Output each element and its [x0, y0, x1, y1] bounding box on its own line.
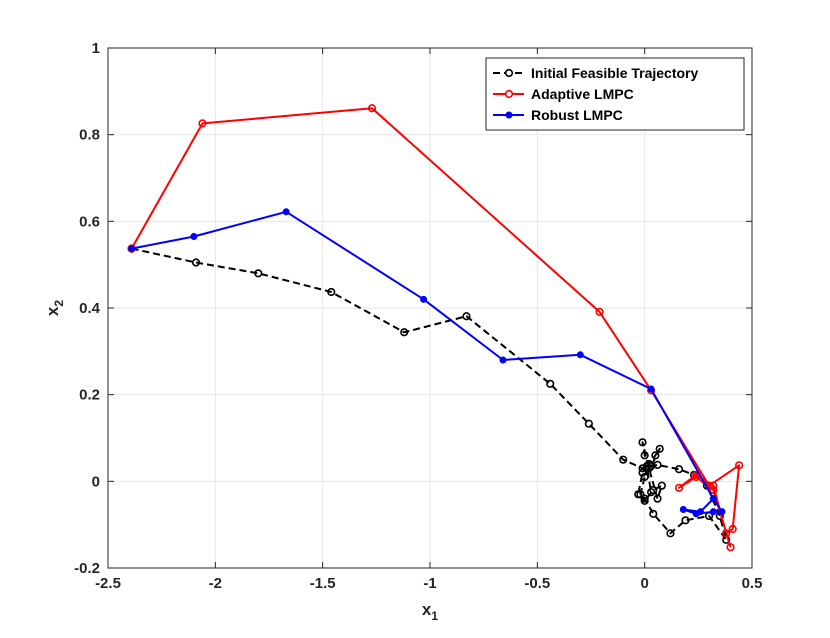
data-point-adaptive-lmpc: [198, 119, 207, 128]
data-point-robust-lmpc: [647, 385, 655, 393]
data-point-initial-feasible-trajectory: [254, 269, 263, 278]
data-point-robust-lmpc: [709, 495, 717, 503]
data-point-initial-feasible-trajectory: [640, 496, 649, 505]
data-point-initial-feasible-trajectory: [462, 312, 471, 321]
data-point-initial-feasible-trajectory: [651, 451, 660, 460]
legend-item-initial: Initial Feasible Trajectory: [493, 65, 699, 81]
x-tick-label: 0: [640, 575, 648, 592]
y-tick-label: -0.2: [74, 560, 100, 577]
x-tick-label: -2.5: [95, 575, 121, 592]
data-point-initial-feasible-trajectory: [584, 419, 593, 428]
data-point-initial-feasible-trajectory: [647, 488, 656, 497]
data-point-initial-feasible-trajectory: [653, 494, 662, 503]
data-point-initial-feasible-trajectory: [644, 464, 654, 473]
data-point-initial-feasible-trajectory: [674, 465, 684, 474]
y-tick-label: 0: [92, 473, 100, 490]
data-point-initial-feasible-trajectory: [655, 444, 664, 453]
data-point-adaptive-lmpc: [709, 481, 718, 490]
x-tick-label: -0.5: [524, 575, 550, 592]
data-point-robust-lmpc: [709, 508, 717, 516]
data-point-initial-feasible-trajectory: [400, 328, 409, 337]
data-point-initial-feasible-trajectory: [649, 485, 658, 495]
data-point-adaptive-lmpc: [709, 485, 718, 495]
data-point-initial-feasible-trajectory: [666, 529, 675, 538]
data-point-robust-lmpc: [576, 351, 584, 359]
data-point-robust-lmpc: [420, 295, 428, 303]
data-point-robust-lmpc: [696, 508, 704, 516]
legend: Initial Feasible Trajectory Adaptive LMP…: [485, 57, 745, 131]
data-point-robust-lmpc: [499, 356, 507, 364]
data-point-initial-feasible-trajectory: [657, 481, 666, 490]
data-point-initial-feasible-trajectory: [634, 490, 643, 499]
data-point-adaptive-lmpc: [595, 307, 604, 317]
legend-item-adaptive: Adaptive LMPC: [493, 86, 634, 102]
y-axis-label: x2: [43, 300, 66, 316]
series-layer: [127, 104, 744, 552]
data-point-adaptive-lmpc: [726, 543, 735, 552]
x-tick-label: -1.5: [310, 575, 336, 592]
data-point-initial-feasible-trajectory: [191, 258, 201, 267]
y-tick-label: 0.2: [79, 387, 100, 404]
y-tick-label: 0.6: [79, 213, 100, 230]
legend-label-robust: Robust LMPC: [531, 107, 623, 123]
data-point-initial-feasible-trajectory: [546, 379, 555, 388]
data-point-adaptive-lmpc: [367, 104, 377, 113]
data-point-adaptive-lmpc: [692, 472, 701, 482]
data-point-robust-lmpc: [190, 233, 198, 240]
x-tick-label: 0.5: [742, 575, 763, 592]
data-point-adaptive-lmpc: [722, 529, 731, 538]
data-point-adaptive-lmpc: [735, 461, 744, 470]
data-point-initial-feasible-trajectory: [327, 287, 336, 297]
y-tick-label: 0.4: [79, 300, 101, 317]
legend-marker-adaptive: [504, 89, 514, 99]
legend-label-adaptive: Adaptive LMPC: [531, 86, 634, 102]
data-point-robust-lmpc: [718, 508, 726, 516]
series-line-adaptive-lmpc: [130, 107, 741, 548]
data-point-initial-feasible-trajectory: [644, 459, 654, 469]
data-point-adaptive-lmpc: [674, 483, 684, 492]
legend-label-initial: Initial Feasible Trajectory: [531, 65, 699, 81]
x-tick-label: -1: [423, 575, 436, 592]
legend-marker-initial: [504, 68, 514, 78]
data-point-initial-feasible-trajectory: [649, 509, 658, 518]
y-tick-label: 0.8: [79, 127, 100, 144]
data-point-robust-lmpc: [679, 506, 687, 513]
legend-box: [485, 57, 745, 131]
data-point-robust-lmpc: [282, 208, 290, 216]
data-point-adaptive-lmpc: [728, 524, 737, 534]
data-point-initial-feasible-trajectory: [640, 472, 649, 482]
data-point-robust-lmpc: [128, 245, 136, 253]
series-line-initial-feasible-trajectory: [131, 247, 728, 541]
ticks-layer: -2.5 -2 -1.5 -1 -0.5 0 0.5 -0.2 0 0.2 0.4 0.6 0.8 1: [74, 40, 762, 592]
x-tick-label: -2: [209, 575, 222, 592]
x-axis-label: x1: [422, 600, 438, 623]
data-point-initial-feasible-trajectory: [642, 462, 651, 471]
data-point-initial-feasible-trajectory: [681, 516, 690, 525]
y-tick-label: 1: [92, 40, 100, 57]
legend-marker-robust: [505, 111, 513, 119]
data-point-initial-feasible-trajectory: [647, 462, 656, 471]
data-point-initial-feasible-trajectory: [619, 455, 628, 464]
data-point-initial-feasible-trajectory: [640, 451, 649, 460]
data-point-initial-feasible-trajectory: [638, 438, 647, 447]
legend-item-robust: Robust LMPC: [493, 107, 623, 123]
data-point-initial-feasible-trajectory: [638, 468, 647, 477]
